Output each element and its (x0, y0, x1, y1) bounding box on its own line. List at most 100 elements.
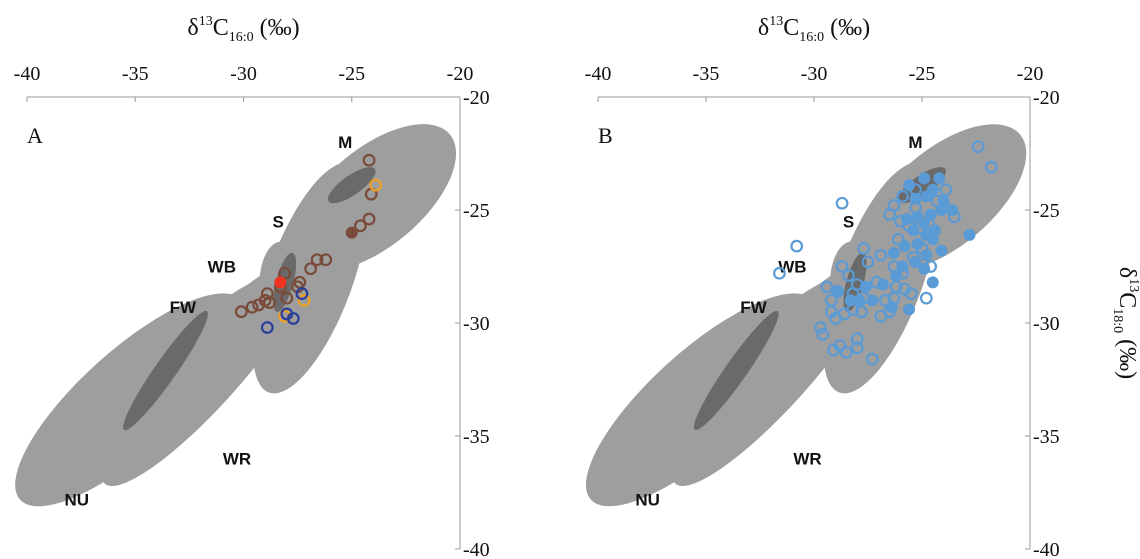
data-point (984, 160, 998, 174)
data-point (820, 280, 834, 294)
data-point (319, 253, 333, 267)
data-point (926, 276, 939, 289)
x-tick-label: -25 (338, 63, 365, 85)
data-point (926, 233, 939, 246)
data-point (835, 260, 849, 273)
y-axis-title-unit: (‰) (1114, 333, 1140, 379)
x-tick-label: -40 (14, 63, 41, 85)
y-tick-label: -20 (463, 87, 490, 109)
x-tick-label: -20 (447, 63, 474, 85)
data-point (896, 260, 909, 273)
data-point (840, 345, 853, 359)
data-point (304, 262, 318, 276)
y-axis-title-sub: 18:0 (1110, 308, 1125, 333)
y-axis-title-main: δ (1114, 267, 1140, 278)
panel-label: A (27, 123, 43, 148)
region-label-wb: WB (208, 258, 236, 277)
data-point (816, 327, 830, 341)
data-point (878, 294, 892, 307)
panel-a: -40 -35 -30 -25 -20-20 -25 -30 -35 -40 δ13C16:0 (… (14, 14, 490, 559)
data-point (362, 212, 376, 226)
data-point (903, 179, 916, 192)
y-axis-title: δ13C18:0 (‰) (1110, 267, 1140, 379)
data-point (918, 262, 931, 275)
data-point (911, 237, 924, 250)
region-label-m: M (338, 133, 352, 152)
x-axis-title-sub: 16:0 (229, 30, 254, 45)
data-point (369, 178, 382, 192)
data-point (935, 204, 948, 216)
region-group (15, 124, 457, 507)
data-point (924, 208, 937, 221)
data-point (909, 192, 922, 205)
data-point (918, 217, 931, 230)
x-axis-title-sup: 13 (199, 14, 213, 29)
x-axis-title-c: C (783, 15, 799, 41)
data-point (260, 321, 274, 334)
data-point (891, 232, 905, 246)
data-point (295, 287, 309, 301)
data-point (833, 339, 847, 353)
region-label-s: S (272, 212, 283, 231)
data-point (274, 276, 287, 289)
data-point (861, 255, 875, 269)
data-point (842, 269, 855, 282)
data-point (900, 213, 913, 226)
data-points (773, 140, 998, 366)
x-tick-label: -35 (122, 63, 149, 85)
y-tick-label: -25 (1033, 200, 1060, 222)
data-point (883, 208, 896, 221)
panel-label: B (598, 123, 613, 148)
data-point (866, 294, 879, 307)
region-label-m: M (908, 133, 922, 152)
x-axis-title-main: δ (758, 15, 769, 41)
data-point (919, 291, 933, 305)
region-ellipse-wr (101, 259, 308, 486)
data-point (874, 248, 888, 262)
y-tick-label: -40 (1033, 539, 1060, 559)
region-label-nu: NU (65, 490, 90, 509)
x-tick-label: -30 (801, 63, 828, 85)
region-label-s: S (843, 212, 854, 231)
data-point (935, 244, 948, 257)
x-axis-title-sup: 13 (769, 14, 783, 29)
data-point (831, 285, 844, 298)
data-point (814, 321, 827, 334)
region-overlap-nu-wr (693, 310, 779, 431)
data-point (877, 278, 890, 291)
data-point (345, 226, 358, 239)
data-point (885, 301, 898, 314)
x-tick-label: -30 (230, 63, 257, 85)
y-axis-title-c: C (1114, 292, 1140, 308)
data-point (857, 242, 871, 255)
x-axis-title: δ13C16:0 (‰) (187, 14, 299, 45)
x-tick-label: -25 (909, 63, 936, 85)
data-point (286, 312, 300, 325)
region-overlap-nu-wr (123, 310, 208, 431)
region-label-fw: FW (740, 298, 767, 317)
x-axis-title-c: C (213, 15, 229, 41)
data-point (824, 294, 838, 307)
region-ellipse-s (253, 162, 369, 394)
x-axis-title-unit: (‰) (824, 15, 870, 41)
data-point (310, 253, 324, 267)
y-tick-label: -30 (1033, 313, 1060, 335)
y-tick-label: -35 (1033, 426, 1060, 448)
x-axis-title-sub: 16:0 (799, 30, 824, 45)
data-point (252, 298, 266, 312)
y-tick-label: -35 (463, 426, 490, 448)
data-points (234, 153, 382, 334)
y-tick-label: -30 (463, 313, 490, 335)
data-point (850, 332, 864, 346)
data-point (971, 140, 985, 154)
data-point (297, 294, 311, 307)
region-label-wr: WR (793, 450, 821, 469)
data-point (280, 291, 294, 305)
data-point (865, 352, 879, 366)
data-point (245, 300, 259, 314)
data-point (773, 266, 786, 280)
data-point (278, 309, 292, 323)
data-point (946, 204, 959, 216)
